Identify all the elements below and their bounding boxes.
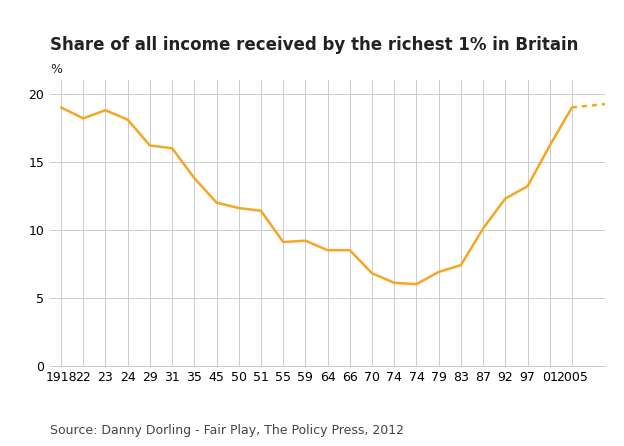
Text: %: % (50, 63, 62, 76)
Text: Share of all income received by the richest 1% in Britain: Share of all income received by the rich… (50, 36, 578, 54)
Text: Source: Danny Dorling - Fair Play, The Policy Press, 2012: Source: Danny Dorling - Fair Play, The P… (50, 424, 404, 437)
